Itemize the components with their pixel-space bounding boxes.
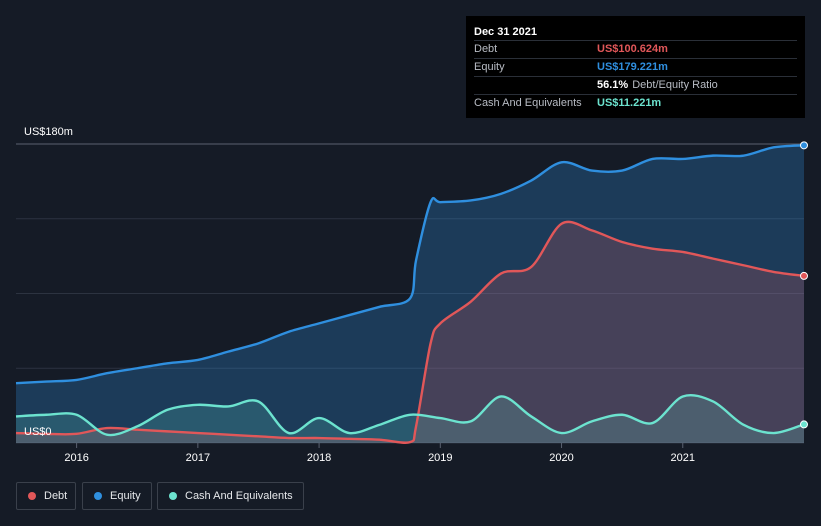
tooltip-debt-value: US$100.624m	[597, 43, 668, 55]
tooltip-ratio-value: 56.1%	[597, 79, 629, 91]
tooltip-cash-value: US$11.221m	[597, 97, 662, 109]
x-axis-ticks: 2016 2017 2018 2019 2020 2021	[64, 443, 695, 464]
debt-area	[16, 221, 804, 443]
tooltip-cash-label: Cash And Equivalents	[474, 97, 582, 109]
legend-equity-label: Equity	[110, 490, 141, 502]
equity-line	[15, 144, 805, 385]
tooltip-debt-label: Debt	[474, 43, 498, 55]
tooltip-equity-row: Equity US$179.221m	[474, 58, 797, 76]
legend-debt[interactable]: Debt	[16, 482, 76, 510]
cash-area	[16, 395, 804, 443]
tooltip-equity-value: US$179.221m	[597, 61, 668, 73]
tooltip-equity-label: Equity	[474, 61, 505, 73]
debt-end-marker	[800, 271, 808, 280]
y-axis-min-label: US$0	[24, 426, 52, 438]
tooltip-date: Dec 31 2021	[474, 26, 537, 38]
tooltip-ratio-row: 56.1% Debt/Equity Ratio	[474, 76, 797, 94]
cash-end-marker	[800, 420, 808, 429]
series-areas	[16, 145, 804, 443]
x-tick-label: 2020	[549, 452, 573, 464]
x-tick-label: 2017	[186, 452, 210, 464]
tooltip-debt-row: Debt US$100.624m	[474, 40, 797, 58]
legend-debt-label: Debt	[44, 490, 68, 502]
debt-legend-dot-icon	[28, 492, 36, 500]
cash-legend-dot-icon	[169, 492, 177, 500]
debt-line	[15, 220, 805, 444]
legend-cash[interactable]: Cash And Equivalents	[157, 482, 304, 510]
legend-cash-label: Cash And Equivalents	[185, 490, 293, 502]
legend-equity[interactable]: Equity	[82, 482, 152, 510]
equity-end-marker	[800, 141, 808, 150]
x-tick-label: 2018	[307, 452, 331, 464]
series-lines	[15, 144, 805, 444]
tooltip-cash-row: Cash And Equivalents US$11.221m	[474, 94, 797, 112]
x-tick-label: 2021	[671, 452, 695, 464]
tooltip-ratio-label: Debt/Equity Ratio	[632, 79, 718, 91]
tooltip-ratio-spacer	[474, 77, 597, 94]
equity-area	[16, 145, 804, 443]
grid-lines	[16, 143, 804, 444]
cash-line	[15, 393, 805, 437]
x-tick-label: 2019	[428, 452, 452, 464]
x-tick-label: 2016	[64, 452, 88, 464]
equity-legend-dot-icon	[94, 492, 102, 500]
data-tooltip: Dec 31 2021 Debt US$100.624m Equity US$1…	[466, 16, 805, 118]
end-markers	[800, 141, 808, 429]
y-axis-max-label: US$180m	[24, 126, 73, 138]
